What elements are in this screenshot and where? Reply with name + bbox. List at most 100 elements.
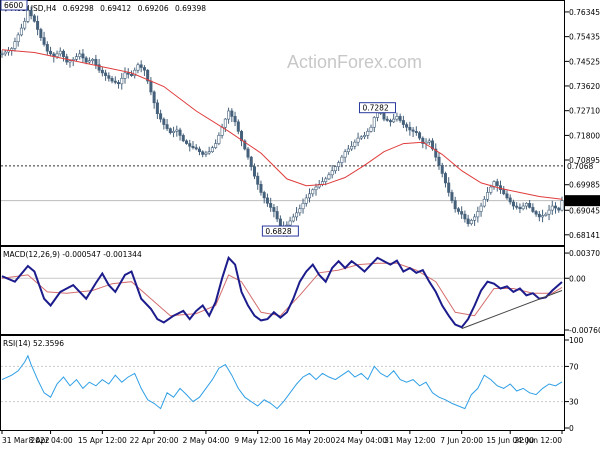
x-axis-label: 31 Mar 2022	[2, 436, 50, 445]
candle-body	[366, 131, 370, 136]
candle-body	[81, 53, 85, 59]
candle-body	[369, 126, 373, 132]
candle-body	[489, 186, 493, 193]
candle-body	[308, 193, 312, 199]
candle-body	[463, 213, 467, 220]
candle-body	[23, 21, 27, 29]
axes: 0.76345 0.75435 0.74525 0.73620 0.72710 0.718…	[1, 8, 600, 445]
candle-body	[10, 48, 14, 51]
candle-body	[87, 60, 91, 63]
price-axis-tick-label: 0.76345	[569, 8, 600, 17]
candle-body	[486, 192, 490, 200]
macd-series	[1, 255, 564, 330]
candle-body	[521, 205, 525, 210]
price-annotation-box	[0, 0, 28, 11]
candle-body	[227, 110, 231, 120]
candle-body	[97, 64, 101, 71]
candle-body	[172, 131, 176, 133]
price-axis-tick-label: 0.72710	[569, 107, 600, 116]
support-level-label-text: 0.7068	[567, 162, 593, 171]
rsi-axis-tick-label: 100	[569, 336, 584, 345]
price-annotation-box	[261, 225, 299, 237]
candle-body	[94, 59, 98, 66]
x-axis-label: 22 Jun 12:00	[514, 436, 562, 445]
candle-body	[511, 201, 515, 207]
candle-body	[534, 211, 538, 215]
candle-body	[155, 102, 159, 114]
current-price-label-text: 0.69398	[567, 197, 598, 206]
candle-body	[544, 213, 548, 216]
rsi-axis-tick-label: 0	[569, 424, 574, 433]
candle-body	[275, 211, 279, 220]
candle-body	[320, 181, 324, 185]
candle-body	[13, 41, 17, 49]
candle-body	[473, 216, 477, 221]
candle-body	[133, 69, 137, 76]
candle-body	[314, 186, 318, 191]
candle-body	[58, 50, 62, 55]
candle-body	[363, 135, 367, 138]
candle-body	[201, 151, 205, 155]
price-panel-header: ▼ AUDUSD,H4 0.69298 0.69412 0.69206 0.69…	[3, 4, 206, 13]
candle-body	[120, 78, 124, 85]
candle-body	[49, 50, 53, 55]
candle-body	[256, 175, 260, 185]
candle-body	[560, 200, 564, 211]
candle-body	[19, 27, 23, 36]
candle-body	[252, 166, 256, 177]
low-value: 0.69206	[138, 4, 169, 13]
macd-axis-tick-label: -0.007608	[569, 326, 600, 335]
candle-body	[359, 136, 363, 139]
candle-body	[249, 156, 253, 167]
macd-label: MACD(12,26,9) -0.000547 -0.001344	[3, 250, 142, 259]
price-axis-tick-label: 0.69045	[569, 206, 600, 215]
candle-body	[32, 15, 36, 22]
price-axis-tick-label: 0.75435	[569, 33, 600, 42]
candle-body	[117, 82, 121, 85]
candle-body	[223, 118, 227, 128]
macd-panel-frame	[0, 246, 565, 335]
candle-body	[146, 69, 150, 82]
candle-body	[450, 192, 454, 201]
candle-body	[502, 189, 506, 195]
candle-body	[194, 147, 198, 150]
x-axis-label: 22 Apr 20:00	[130, 436, 179, 445]
rsi-line	[1, 354, 563, 410]
candle-body	[447, 182, 451, 193]
x-axis-label: 7 Jun 20:00	[440, 436, 483, 445]
candle-body	[460, 211, 464, 215]
candle-body	[557, 207, 561, 211]
close-value: 0.69398	[175, 4, 206, 13]
candle-body	[291, 216, 295, 222]
rsi-label: RSI(14) 52.3596	[3, 339, 64, 348]
candle-body	[36, 21, 40, 30]
candle-body	[346, 148, 350, 153]
candle-body	[495, 181, 499, 186]
candle-body	[479, 205, 483, 212]
candle-body	[262, 192, 266, 199]
candle-body	[427, 140, 431, 143]
candle-body	[175, 129, 179, 132]
candle-body	[62, 50, 66, 57]
candle-body	[440, 164, 444, 174]
candle-body	[272, 207, 276, 212]
price-annotation-label: 0.7282	[362, 104, 388, 113]
candle-body	[524, 203, 528, 207]
candle-body	[42, 37, 46, 45]
candle-body	[139, 64, 143, 68]
candle-body	[372, 117, 376, 128]
open-value: 0.69298	[63, 4, 94, 13]
candle-body	[537, 213, 541, 218]
candle-body	[269, 203, 273, 208]
rsi-axis-tick-label: 70	[569, 362, 579, 371]
candle-body	[149, 80, 153, 93]
candle-body	[515, 205, 519, 208]
candle-body	[78, 53, 82, 57]
candle-body	[401, 120, 405, 125]
watermark: ActionForex.com	[287, 52, 422, 72]
candle-body	[165, 124, 169, 129]
candle-body	[142, 67, 146, 71]
candle-body	[418, 132, 422, 139]
candle-body	[29, 10, 33, 17]
x-axis-label: 2 May 04:00	[183, 436, 230, 445]
